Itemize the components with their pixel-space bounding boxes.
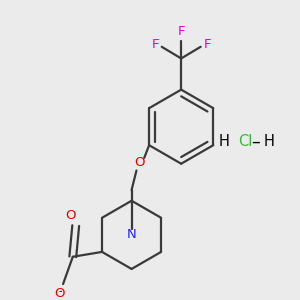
Text: O: O <box>66 209 76 222</box>
Text: H: H <box>263 134 274 149</box>
Text: H: H <box>219 134 230 149</box>
Text: O: O <box>54 287 64 300</box>
Text: O: O <box>134 156 145 169</box>
Text: F: F <box>204 38 211 51</box>
Text: Cl: Cl <box>238 134 252 149</box>
Text: N: N <box>127 228 136 242</box>
Text: F: F <box>151 38 159 51</box>
Text: –: – <box>251 132 260 150</box>
Text: F: F <box>177 25 185 38</box>
